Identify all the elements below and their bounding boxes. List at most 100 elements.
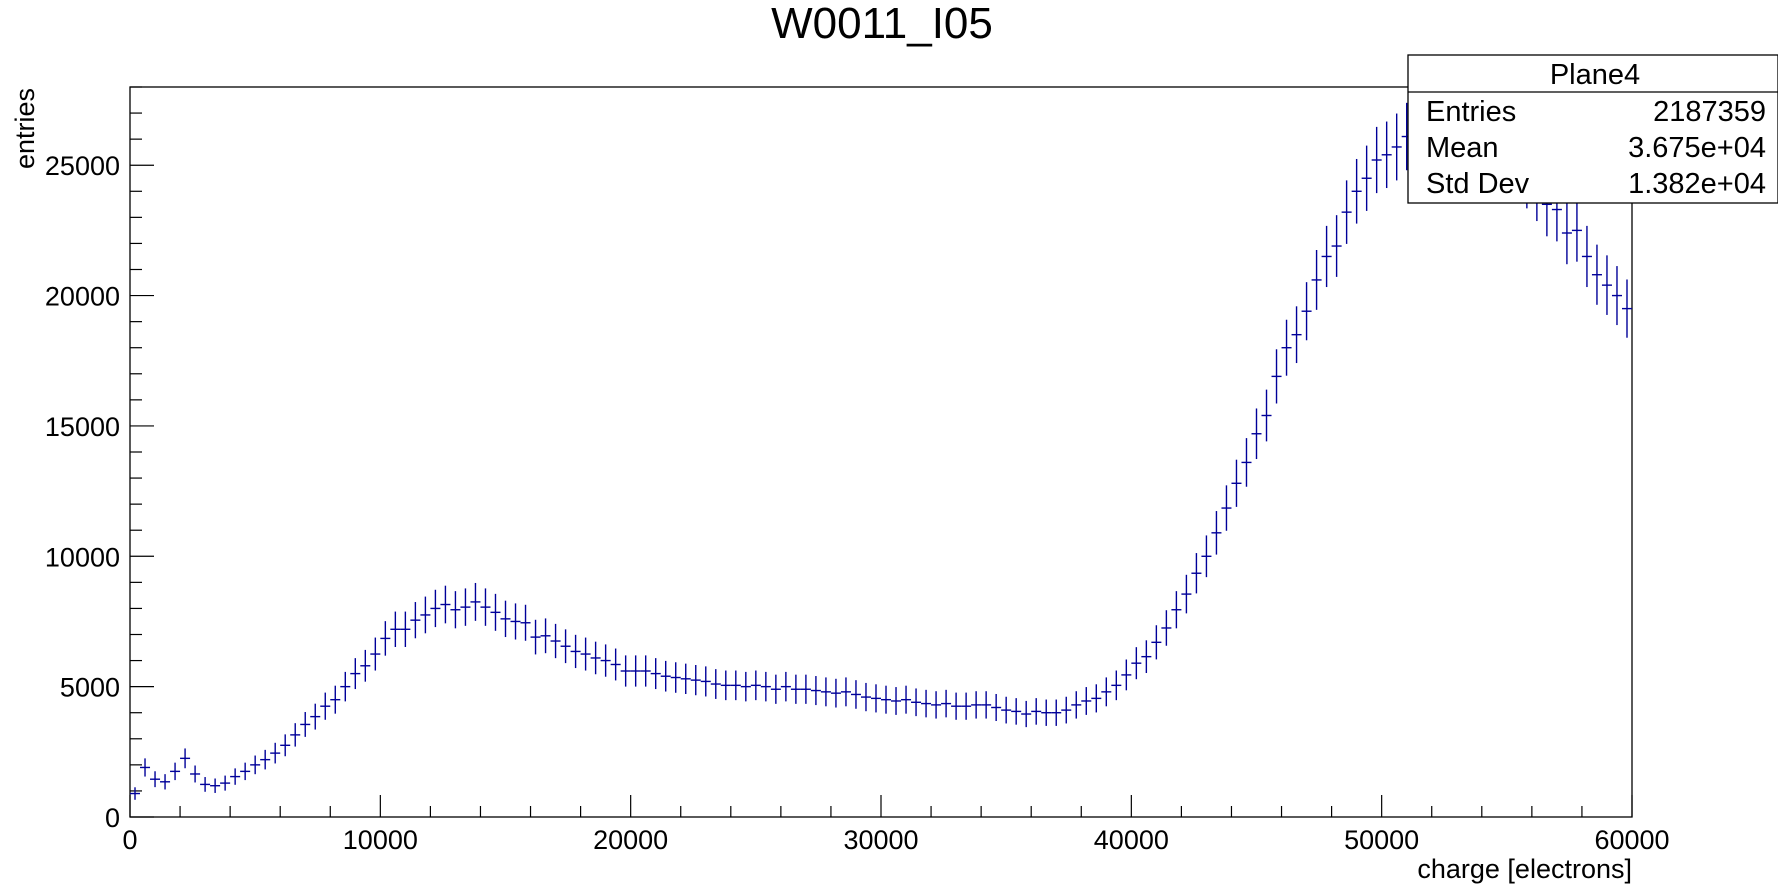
data-point	[770, 674, 781, 704]
y-tick-label: 5000	[60, 673, 120, 703]
data-point	[1121, 659, 1132, 691]
data-point	[1181, 574, 1192, 614]
x-axis-title: charge [electrons]	[1417, 854, 1632, 884]
data-point	[820, 677, 831, 707]
data-point	[210, 778, 221, 793]
data-point	[1061, 696, 1072, 724]
data-point	[1251, 408, 1262, 460]
y-tick-label: 25000	[45, 151, 120, 181]
data-point	[190, 765, 201, 783]
x-tick-label: 30000	[843, 825, 918, 855]
data-point	[1341, 180, 1352, 244]
data-point	[931, 691, 942, 719]
data-point	[1291, 306, 1302, 364]
stats-mean-value: 3.675e+04	[1628, 132, 1766, 164]
data-point	[480, 588, 491, 626]
data-point	[1381, 121, 1392, 189]
data-point	[981, 691, 992, 719]
data-point	[400, 611, 411, 647]
data-point	[810, 676, 821, 706]
data-point	[380, 621, 391, 656]
x-tick-label: 0	[122, 825, 137, 855]
data-point	[971, 691, 982, 719]
y-tick-label: 10000	[45, 542, 120, 572]
data-point	[1241, 438, 1252, 487]
data-point	[730, 670, 741, 701]
data-point	[1591, 244, 1602, 305]
data-point	[310, 703, 321, 730]
data-point	[300, 712, 311, 737]
data-point	[630, 655, 641, 687]
data-point	[410, 602, 421, 639]
data-point	[1101, 677, 1112, 707]
data-point	[270, 742, 281, 764]
data-point	[1211, 511, 1222, 555]
data-point	[640, 655, 651, 687]
y-axis-title: entries	[10, 88, 40, 169]
data-point	[1081, 687, 1092, 715]
data-point	[200, 777, 211, 792]
x-tick-label: 60000	[1594, 825, 1669, 855]
stats-entries-value: 2187359	[1653, 96, 1766, 128]
data-point	[720, 670, 731, 701]
data-point	[320, 692, 331, 720]
data-point	[560, 629, 571, 664]
data-point	[240, 762, 251, 781]
data-point	[580, 637, 591, 671]
data-point	[1611, 266, 1622, 326]
data-point	[250, 755, 261, 775]
data-point	[280, 734, 291, 757]
stats-box-frame	[1407, 54, 1778, 204]
data-point	[1391, 113, 1402, 181]
stats-stddev-value: 1.382e+04	[1628, 168, 1766, 200]
data-point	[350, 658, 361, 690]
data-point	[1091, 684, 1102, 713]
data-point	[230, 768, 241, 785]
data-point	[1131, 647, 1142, 680]
data-point	[1191, 553, 1202, 594]
data-point	[550, 623, 561, 659]
data-point	[1111, 670, 1122, 701]
y-axis-tick-labels: 0 5000 10000 15000 20000 25000	[45, 151, 120, 833]
data-point	[140, 758, 151, 777]
data-point	[610, 648, 621, 681]
data-point	[1311, 249, 1322, 310]
data-point	[830, 678, 841, 708]
data-point	[870, 684, 881, 713]
data-point	[180, 748, 191, 769]
data-point	[921, 689, 932, 718]
data-point	[1351, 158, 1362, 224]
data-point	[1011, 698, 1022, 725]
data-point	[1601, 255, 1612, 315]
data-point	[991, 693, 1002, 722]
data-point	[490, 593, 501, 631]
stats-entries-label: Entries	[1426, 96, 1516, 128]
stats-mean-label: Mean	[1426, 132, 1499, 164]
y-tick-label: 20000	[45, 282, 120, 312]
data-point	[1561, 201, 1572, 265]
data-point	[170, 762, 181, 781]
x-axis-tick-labels: 0 10000 20000 30000 40000 50000 60000	[122, 825, 1669, 855]
y-tick-label: 15000	[45, 412, 120, 442]
data-point	[1201, 535, 1212, 578]
data-point	[1321, 225, 1332, 288]
data-point	[390, 611, 401, 647]
data-point	[540, 618, 551, 654]
data-point	[1071, 691, 1082, 719]
data-point	[750, 670, 761, 701]
data-point	[840, 677, 851, 707]
data-point	[1301, 282, 1312, 341]
data-point	[570, 634, 581, 669]
data-point	[290, 723, 301, 747]
data-point	[1621, 279, 1632, 338]
data-point	[1361, 145, 1372, 211]
data-point	[951, 692, 962, 720]
x-tick-label: 40000	[1094, 825, 1169, 855]
data-point	[1151, 625, 1162, 660]
data-point	[500, 600, 511, 638]
data-point	[590, 641, 601, 675]
data-point	[1331, 215, 1342, 277]
data-point	[160, 774, 171, 790]
data-point	[780, 671, 791, 702]
data-point	[901, 685, 912, 714]
